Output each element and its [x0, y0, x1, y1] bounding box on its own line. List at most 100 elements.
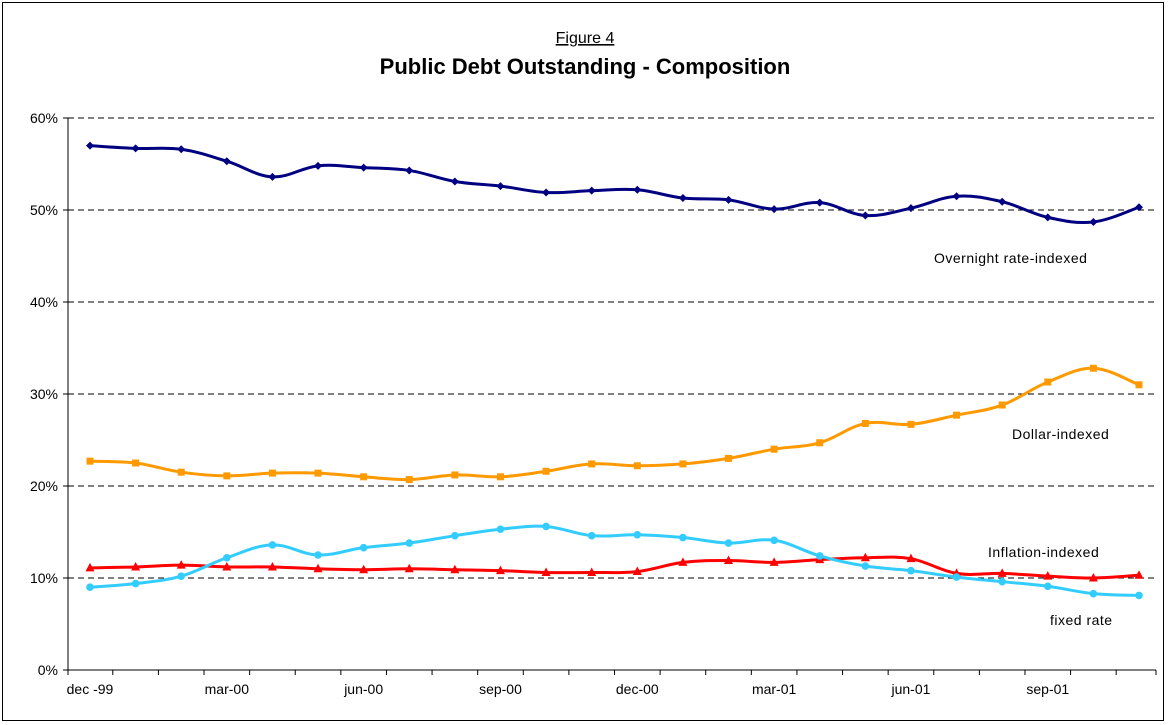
y-tick-label: 40%: [30, 294, 58, 310]
data-point-overnight-rate-indexed: [678, 194, 687, 203]
data-point-dollar-indexed: [953, 411, 961, 419]
data-point-inflation-indexed: [359, 564, 369, 574]
data-point-fixed-rate: [451, 531, 459, 540]
data-point-dollar-indexed: [1044, 378, 1052, 386]
data-point-fixed-rate: [496, 525, 505, 534]
x-tick-label: jun-01: [890, 681, 930, 697]
data-point-fixed-rate: [86, 583, 94, 591]
data-point-fixed-rate: [542, 522, 550, 531]
series-line-dollar-indexed: [89, 366, 1140, 482]
series-label-overnight-rate-indexed: Overnight rate-indexed: [934, 250, 1087, 266]
y-tick-label: 0%: [38, 662, 58, 678]
data-point-overnight-rate-indexed: [450, 177, 459, 186]
data-point-fixed-rate: [952, 573, 961, 581]
data-point-dollar-indexed: [1089, 364, 1097, 372]
data-point-fixed-rate: [679, 533, 687, 542]
data-point-inflation-indexed: [85, 562, 95, 572]
x-tick-label: mar-00: [205, 681, 250, 697]
y-tick-label: 10%: [30, 570, 58, 586]
data-point-inflation-indexed: [860, 552, 870, 562]
data-point-dollar-indexed: [360, 473, 368, 481]
data-point-dollar-indexed: [679, 460, 687, 468]
data-point-overnight-rate-indexed: [724, 195, 733, 204]
data-point-inflation-indexed: [1043, 571, 1053, 580]
data-point-dollar-indexed: [588, 460, 596, 468]
x-tick-label: dec-00: [616, 681, 659, 697]
data-point-overnight-rate-indexed: [86, 141, 94, 150]
figure-label: Figure 4: [556, 30, 615, 47]
data-point-overnight-rate-indexed: [222, 157, 231, 166]
data-point-fixed-rate: [1089, 589, 1098, 598]
data-point-fixed-rate: [907, 566, 915, 575]
x-tick-label: dec -99: [67, 681, 114, 697]
data-point-inflation-indexed: [450, 564, 460, 574]
series-label-fixed-rate: fixed rate: [1050, 612, 1113, 628]
data-point-dollar-indexed: [816, 439, 824, 447]
data-point-inflation-indexed: [587, 567, 597, 576]
data-point-inflation-indexed: [495, 565, 505, 575]
series-line-overnight-rate-indexed: [89, 144, 1140, 225]
data-point-inflation-indexed: [267, 561, 277, 571]
data-point-dollar-indexed: [314, 469, 322, 477]
data-point-fixed-rate: [223, 553, 231, 562]
data-point-inflation-indexed: [769, 557, 779, 566]
data-point-overnight-rate-indexed: [587, 186, 596, 195]
data-point-overnight-rate-indexed: [542, 188, 551, 197]
y-tick-label: 50%: [30, 202, 58, 218]
data-point-fixed-rate: [770, 536, 778, 545]
data-point-overnight-rate-indexed: [998, 197, 1007, 206]
data-point-dollar-indexed: [132, 459, 140, 467]
data-point-overnight-rate-indexed: [177, 145, 186, 154]
series-labels: Overnight rate-indexed Dollar-indexed In…: [934, 250, 1113, 628]
x-tick-label: sep-00: [479, 681, 522, 697]
series-label-dollar-indexed: Dollar-indexed: [1012, 426, 1109, 442]
x-tick-label: jun-00: [343, 681, 383, 697]
data-point-fixed-rate: [1043, 582, 1052, 591]
data-point-fixed-rate: [177, 572, 186, 580]
data-point-dollar-indexed: [633, 462, 641, 470]
data-point-overnight-rate-indexed: [633, 185, 642, 194]
data-point-dollar-indexed: [496, 473, 504, 481]
x-tick-label: mar-01: [752, 681, 797, 697]
data-point-dollar-indexed: [451, 471, 459, 479]
data-point-dollar-indexed: [770, 445, 778, 453]
data-point-inflation-indexed: [906, 553, 916, 563]
axes: 0% 10% 20% 30% 40% 50% 60% dec -99 mar-00 jun-00 s…: [30, 110, 1157, 697]
data-point-fixed-rate: [268, 541, 277, 549]
data-point-dollar-indexed: [268, 469, 276, 477]
data-point-inflation-indexed: [222, 561, 232, 571]
data-point-inflation-indexed: [1088, 573, 1098, 582]
data-point-dollar-indexed: [861, 419, 869, 427]
data-point-fixed-rate: [815, 552, 824, 560]
data-point-dollar-indexed: [223, 472, 231, 480]
series-dollar-indexed: [86, 364, 1143, 484]
data-point-dollar-indexed: [405, 476, 413, 484]
data-point-overnight-rate-indexed: [359, 163, 368, 172]
data-point-inflation-indexed: [176, 560, 186, 569]
data-point-dollar-indexed: [86, 457, 94, 465]
data-point-inflation-indexed: [313, 563, 323, 573]
data-point-overnight-rate-indexed: [314, 161, 323, 170]
y-tick-label: 20%: [30, 478, 58, 494]
data-point-fixed-rate: [314, 551, 322, 559]
data-point-fixed-rate: [359, 543, 368, 552]
data-point-fixed-rate: [1135, 591, 1143, 600]
y-tick-label: 60%: [30, 110, 58, 126]
x-tick-label: sep-01: [1026, 681, 1069, 697]
series-overnight-rate-indexed: [86, 141, 1143, 226]
data-point-inflation-indexed: [541, 567, 551, 576]
data-point-fixed-rate: [131, 579, 140, 588]
data-point-fixed-rate: [587, 531, 596, 540]
data-point-inflation-indexed: [997, 568, 1007, 577]
data-point-overnight-rate-indexed: [131, 144, 140, 153]
data-point-inflation-indexed: [678, 557, 688, 566]
data-point-fixed-rate: [861, 562, 870, 570]
data-point-inflation-indexed: [632, 566, 642, 576]
data-point-overnight-rate-indexed: [268, 172, 277, 181]
data-point-dollar-indexed: [907, 420, 915, 428]
y-tick-label: 30%: [30, 386, 58, 402]
data-point-overnight-rate-indexed: [906, 204, 915, 213]
data-point-dollar-indexed: [998, 401, 1006, 409]
